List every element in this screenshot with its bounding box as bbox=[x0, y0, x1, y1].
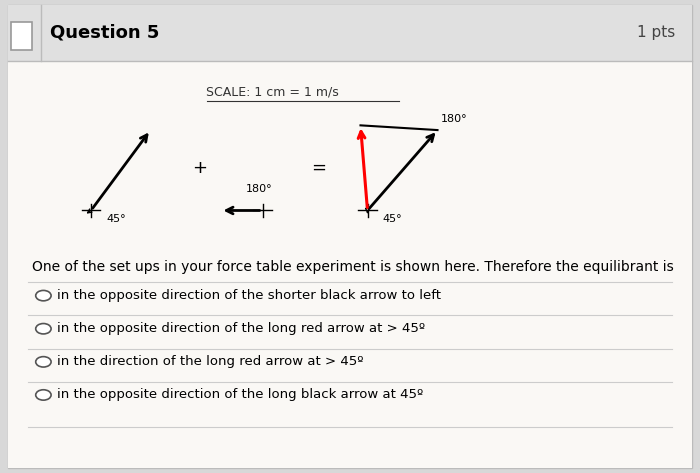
Circle shape bbox=[36, 357, 51, 367]
FancyBboxPatch shape bbox=[8, 5, 692, 468]
Bar bbox=[8, 61, 692, 468]
Text: 45°: 45° bbox=[106, 214, 126, 224]
Text: +: + bbox=[192, 159, 207, 177]
Text: 1 pts: 1 pts bbox=[637, 25, 676, 40]
Circle shape bbox=[36, 390, 51, 400]
Circle shape bbox=[36, 290, 51, 301]
Circle shape bbox=[36, 324, 51, 334]
Text: in the direction of the long red arrow at > 45º: in the direction of the long red arrow a… bbox=[57, 355, 364, 368]
Text: in the opposite direction of the shorter black arrow to left: in the opposite direction of the shorter… bbox=[57, 289, 442, 302]
Bar bbox=[11, 22, 32, 50]
Text: 180°: 180° bbox=[246, 184, 272, 193]
Bar bbox=[8, 5, 692, 61]
Text: One of the set ups in your force table experiment is shown here. Therefore the e: One of the set ups in your force table e… bbox=[32, 260, 673, 274]
Text: SCALE: 1 cm = 1 m/s: SCALE: 1 cm = 1 m/s bbox=[206, 86, 340, 99]
Text: 180°: 180° bbox=[441, 114, 468, 123]
Text: 45°: 45° bbox=[383, 214, 402, 224]
Text: Question 5: Question 5 bbox=[50, 23, 160, 41]
Text: in the opposite direction of the long black arrow at 45º: in the opposite direction of the long bl… bbox=[57, 388, 424, 402]
Text: =: = bbox=[311, 159, 326, 177]
Text: in the opposite direction of the long red arrow at > 45º: in the opposite direction of the long re… bbox=[57, 322, 426, 335]
